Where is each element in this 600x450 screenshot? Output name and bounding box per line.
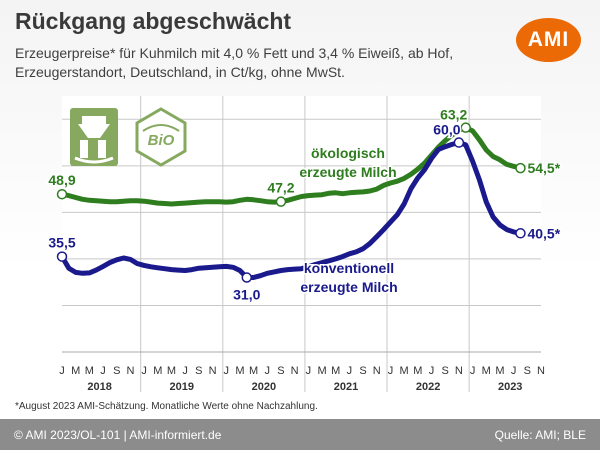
month-tick-label: M <box>167 365 176 377</box>
data-label: 48,9 <box>48 172 75 188</box>
month-tick-label: J <box>141 365 147 377</box>
year-label: 2021 <box>334 381 358 393</box>
month-tick-label: M <box>482 365 491 377</box>
ami-logo: AMI <box>516 18 581 62</box>
data-point-marker <box>515 162 526 174</box>
month-tick-label: J <box>100 365 106 377</box>
data-label: 54,5* <box>527 160 560 176</box>
month-tick-label: N <box>126 365 134 377</box>
series-name-label: konventionell <box>304 260 394 276</box>
month-tick-label: N <box>291 365 299 377</box>
footer-copyright[interactable]: © AMI 2023/OL-101 | AMI-informiert.de <box>14 428 222 442</box>
series-line-conventional <box>59 140 523 280</box>
series-name-label: erzeugte Milch <box>300 279 397 295</box>
data-point-marker <box>453 137 465 148</box>
month-tick-label: N <box>537 365 545 377</box>
data-point-marker <box>275 196 287 207</box>
line-chart: BiO 48,9 47,2 63,2 54,5* ökologisch erzeugte … <box>47 96 562 393</box>
month-tick-label: J <box>182 365 188 377</box>
month-tick-label: M <box>331 365 340 377</box>
data-label: 47,2 <box>267 180 294 196</box>
data-point-marker <box>515 228 526 239</box>
year-label: 2019 <box>170 381 194 393</box>
month-tick-label: J <box>59 365 65 377</box>
month-tick-label: J <box>470 365 476 377</box>
month-tick-label: J <box>388 365 394 377</box>
milk-pump-icon <box>70 108 118 166</box>
month-tick-label: N <box>455 365 463 377</box>
month-tick-label: N <box>373 365 381 377</box>
data-point-marker <box>460 122 471 133</box>
month-tick-label: M <box>235 365 244 377</box>
month-tick-label: S <box>277 365 284 377</box>
series-name-label: ökologisch <box>311 145 385 161</box>
month-tick-label: S <box>113 365 120 377</box>
data-point-marker <box>241 272 253 283</box>
month-tick-label: M <box>249 365 258 377</box>
footnote: *August 2023 AMI-Schätzung. Monatliche W… <box>15 401 318 412</box>
month-tick-label: S <box>524 365 531 377</box>
month-tick-label: M <box>400 365 409 377</box>
footer-bar: © AMI 2023/OL-101 | AMI-informiert.de Qu… <box>0 419 600 450</box>
month-tick-label: M <box>71 365 80 377</box>
month-tick-label: M <box>317 365 326 377</box>
data-label: 31,0 <box>233 287 260 303</box>
month-tick-label: M <box>153 365 162 377</box>
data-point-marker <box>56 251 68 262</box>
data-label: 60,0 <box>433 122 460 138</box>
page-title: Rückgang abgeschwächt <box>15 8 292 34</box>
month-tick-label: J <box>223 365 229 377</box>
footer-source: Quelle: AMI; BLE <box>494 428 586 442</box>
month-tick-label: J <box>265 365 271 377</box>
series-name-label: erzeugte Milch <box>299 164 396 180</box>
month-tick-label: J <box>347 365 353 377</box>
month-tick-label: J <box>429 365 435 377</box>
month-tick-label: S <box>195 365 202 377</box>
month-tick-label: J <box>306 365 312 377</box>
bio-label-icon: BiO <box>135 107 187 167</box>
bio-label-text: BiO <box>148 132 175 149</box>
year-label: 2022 <box>416 381 440 393</box>
data-label: 40,5* <box>527 225 560 241</box>
year-label: 2023 <box>498 381 522 393</box>
month-tick-label: N <box>209 365 217 377</box>
month-tick-label: M <box>495 365 504 377</box>
month-tick-label: S <box>442 365 449 377</box>
year-label: 2020 <box>252 381 276 393</box>
series-line-organic <box>59 125 523 207</box>
chart-subtitle: Erzeugerpreise* für Kuhmilch mit 4,0 % F… <box>15 45 454 80</box>
data-label: 35,5 <box>48 235 75 251</box>
month-tick-label: M <box>413 365 422 377</box>
year-label: 2018 <box>87 381 111 393</box>
month-tick-label: J <box>511 365 517 377</box>
month-tick-label: S <box>359 365 366 377</box>
month-tick-label: M <box>85 365 94 377</box>
data-label: 63,2 <box>440 107 467 123</box>
data-point-marker <box>56 188 68 200</box>
